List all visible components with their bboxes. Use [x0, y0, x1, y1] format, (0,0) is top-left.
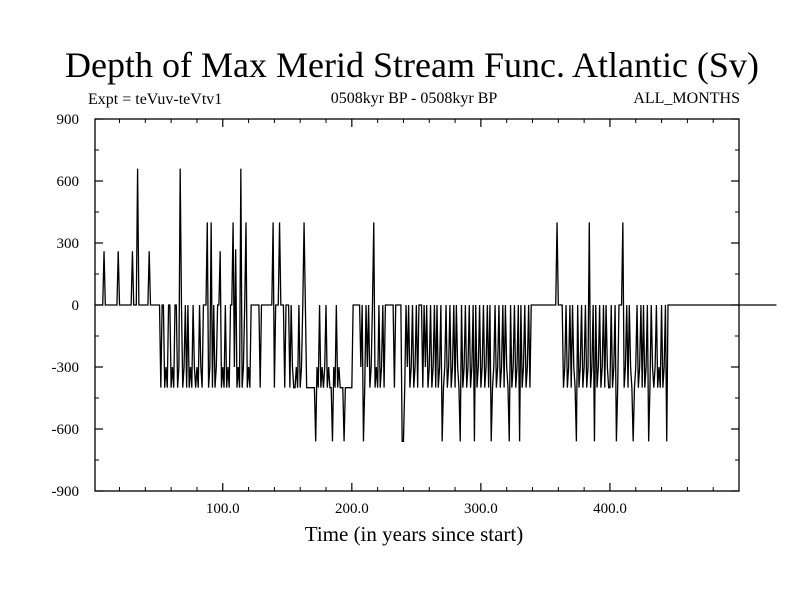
x-tick-label: 100.0 — [206, 501, 240, 517]
y-tick-label: -900 — [52, 484, 80, 500]
x-tick-label: 300.0 — [464, 501, 498, 517]
y-axis: -900 -600 -300 0 300 600 900 — [52, 112, 739, 500]
y-tick-label: -300 — [52, 360, 80, 376]
x-axis: 100.0 200.0 300.0 400.0 — [119, 119, 714, 517]
x-tick-label: 400.0 — [593, 501, 627, 517]
months-label: ALL_MONTHS — [633, 90, 740, 107]
x-axis-label: Time (in years since start) — [305, 522, 524, 546]
chart-title: Depth of Max Merid Stream Func. Atlantic… — [65, 45, 759, 85]
x-tick-label: 200.0 — [335, 501, 369, 517]
period-label: 0508kyr BP - 0508kyr BP — [331, 90, 498, 107]
series-line — [95, 168, 777, 443]
y-tick-label: -600 — [52, 422, 80, 438]
y-tick-label: 600 — [57, 174, 80, 190]
y-tick-label: 300 — [57, 236, 80, 252]
y-tick-label: 900 — [57, 112, 80, 128]
y-tick-label: 0 — [72, 298, 80, 314]
plot-frame — [94, 118, 740, 492]
experiment-label: Expt = teVuv-teVtv1 — [88, 91, 222, 108]
